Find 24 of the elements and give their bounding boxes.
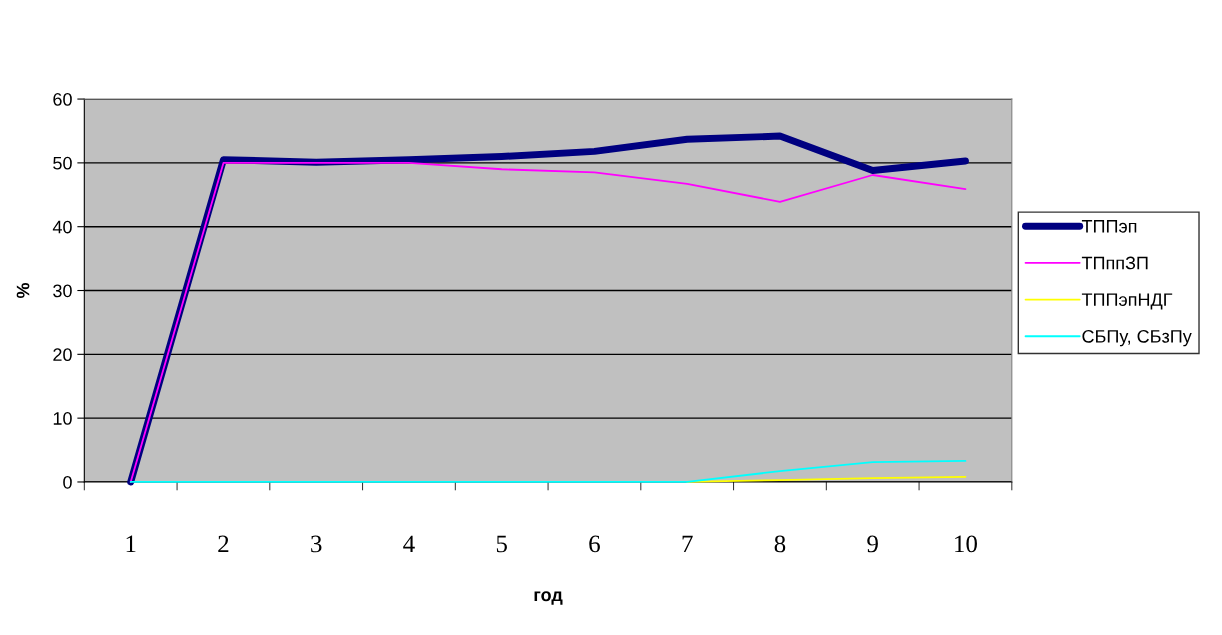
x-tick-label: 5 xyxy=(496,535,507,553)
line-series xyxy=(129,460,967,483)
legend-label: ТПппЗП xyxy=(1081,256,1148,270)
y-tick-label: 10 xyxy=(53,412,72,425)
y-tick-label: 60 xyxy=(53,92,72,106)
x-tick-label: 6 xyxy=(589,535,600,553)
x-tick-label: 2 xyxy=(218,535,229,553)
x-tick-label: 1 xyxy=(126,535,136,553)
y-tick-label: 50 xyxy=(53,156,72,170)
legend-label: ТППэп xyxy=(1081,220,1137,233)
x-axis-title: год xyxy=(534,591,563,605)
y-tick-label: 20 xyxy=(53,348,72,362)
legend-label: СБПу, СБзПу xyxy=(1082,329,1192,347)
x-tick-label: 9 xyxy=(867,535,878,553)
y-tick-label: 0 xyxy=(63,475,72,489)
x-tick-label: 4 xyxy=(403,535,415,553)
legend-label: ТППэпНДГ xyxy=(1081,293,1173,310)
y-axis-title: % xyxy=(16,282,30,299)
y-tick-label: 30 xyxy=(53,284,72,298)
x-tick-label: 8 xyxy=(774,535,786,553)
y-tick-label: 40 xyxy=(52,220,72,234)
x-tick-label: 3 xyxy=(311,535,322,553)
x-tick-label: 10 xyxy=(955,535,977,553)
x-tick-label: 7 xyxy=(682,535,693,553)
